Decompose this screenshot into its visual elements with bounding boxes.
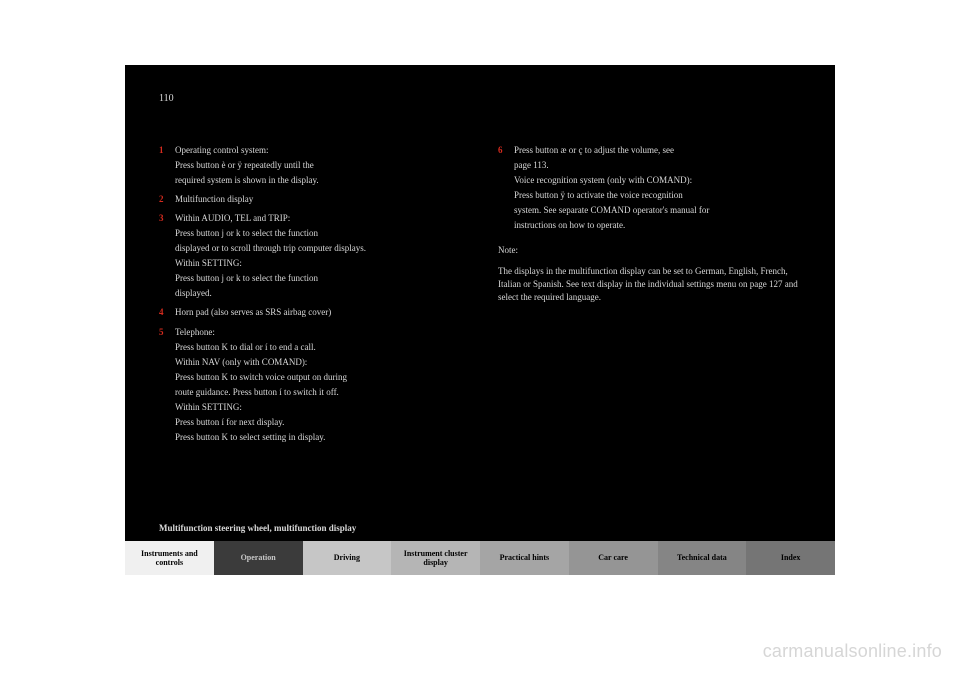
tab-car-care[interactable]: Car care [569, 541, 658, 575]
item-text: Press button K to dial or í to end a cal… [159, 341, 462, 354]
left-column: 1 Operating control system: Press button… [159, 144, 462, 446]
item-text: Within SETTING: [159, 257, 462, 270]
item-text: required system is shown in the display. [159, 174, 462, 187]
item-number: 6 [498, 144, 514, 157]
item-number: 5 [159, 326, 175, 339]
item-text: Press button K to select setting in disp… [159, 431, 462, 444]
content-columns: 1 Operating control system: Press button… [159, 144, 801, 446]
tab-index[interactable]: Index [746, 541, 835, 575]
watermark: carmanualsonline.info [763, 641, 942, 662]
item-text: Press button ÿ to activate the voice rec… [498, 189, 801, 202]
item-number: 3 [159, 212, 175, 225]
list-item: 2 Multifunction display [159, 193, 462, 206]
item-text: Press button è or ÿ repeatedly until the [159, 159, 462, 172]
item-number: 2 [159, 193, 175, 206]
item-number: 1 [159, 144, 175, 157]
item-text: Horn pad (also serves as SRS airbag cove… [175, 306, 331, 319]
section-title: Multifunction steering wheel, multifunct… [159, 523, 356, 533]
item-text: Press button æ or ç to adjust the volume… [514, 144, 674, 157]
list-item: 3 Within AUDIO, TEL and TRIP: [159, 212, 462, 225]
item-text: route guidance. Press button í to switch… [159, 386, 462, 399]
item-text: Within AUDIO, TEL and TRIP: [175, 212, 290, 225]
tab-operation[interactable]: Operation [214, 541, 303, 575]
list-item: 4 Horn pad (also serves as SRS airbag co… [159, 306, 462, 319]
item-text: Press button j or k to select the functi… [159, 227, 462, 240]
manual-page: 110 1 Operating control system: Press bu… [125, 65, 835, 575]
footer-tabs: Instruments and controls Operation Drivi… [125, 541, 835, 575]
note-text: The displays in the multifunction displa… [498, 265, 801, 304]
right-column: 6 Press button æ or ç to adjust the volu… [498, 144, 801, 446]
tab-instruments-controls[interactable]: Instruments and controls [125, 541, 214, 575]
item-text: Voice recognition system (only with COMA… [498, 174, 801, 187]
tab-driving[interactable]: Driving [303, 541, 392, 575]
item-number: 4 [159, 306, 175, 319]
item-text: Press button K to switch voice output on… [159, 371, 462, 384]
list-item: 5 Telephone: [159, 326, 462, 339]
item-text: Telephone: [175, 326, 215, 339]
item-text: instructions on how to operate. [498, 219, 801, 232]
tab-technical-data[interactable]: Technical data [658, 541, 747, 575]
item-text: Multifunction display [175, 193, 253, 206]
item-text: Operating control system: [175, 144, 268, 157]
item-text: Within NAV (only with COMAND): [159, 356, 462, 369]
item-text: Press button j or k to select the functi… [159, 272, 462, 285]
item-text: displayed. [159, 287, 462, 300]
item-text: Within SETTING: [159, 401, 462, 414]
tab-instrument-cluster[interactable]: Instrument cluster display [391, 541, 480, 575]
list-item: 1 Operating control system: [159, 144, 462, 157]
item-text: displayed or to scroll through trip comp… [159, 242, 462, 255]
item-text: page 113. [498, 159, 801, 172]
note-label: Note: [498, 244, 801, 257]
page-number: 110 [159, 93, 801, 104]
item-text: Press button í for next display. [159, 416, 462, 429]
tab-practical-hints[interactable]: Practical hints [480, 541, 569, 575]
list-item: 6 Press button æ or ç to adjust the volu… [498, 144, 801, 157]
item-text: system. See separate COMAND operator's m… [498, 204, 801, 217]
